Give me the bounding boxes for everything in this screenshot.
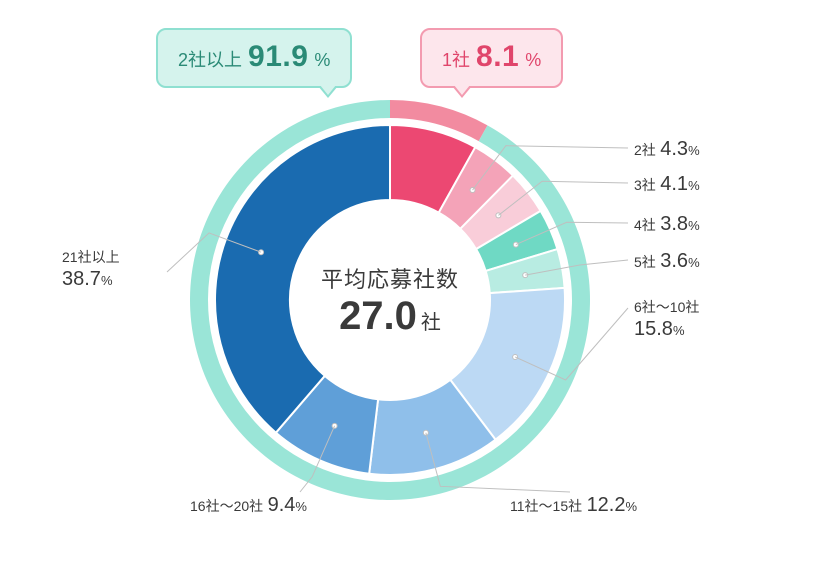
- callout-pct: %: [525, 50, 541, 71]
- callout-value: 91.9: [248, 40, 308, 74]
- donut-chart: 2社以上 91.9 % 1社 8.1 % 平均応募社数 27.0社 2社 4.3…: [0, 0, 816, 558]
- center-value: 27.0: [339, 294, 417, 338]
- center-unit: 社: [421, 312, 441, 334]
- callout-label: 1社: [442, 46, 470, 72]
- slice-label-5: 6社〜10社15.8%: [634, 298, 699, 342]
- center-title: 平均応募社数: [300, 262, 480, 294]
- callout-two-plus: 2社以上 91.9 %: [156, 28, 352, 88]
- callout-label: 2社以上: [178, 46, 242, 72]
- slice-label-3: 4社 3.8%: [634, 213, 700, 236]
- slice-label-7: 16社〜20社 9.4%: [190, 494, 307, 517]
- callout-pct: %: [314, 50, 330, 71]
- slice-label-4: 5社 3.6%: [634, 250, 700, 273]
- center-text: 平均応募社数 27.0社: [300, 262, 480, 339]
- slice-label-2: 3社 4.1%: [634, 173, 700, 196]
- callout-one: 1社 8.1 %: [420, 28, 563, 88]
- slice-label-6: 11社〜15社 12.2%: [510, 494, 637, 517]
- slice-label-1: 2社 4.3%: [634, 138, 700, 161]
- callout-value: 8.1: [476, 40, 519, 74]
- slice-label-8: 21社以上38.7%: [62, 248, 120, 292]
